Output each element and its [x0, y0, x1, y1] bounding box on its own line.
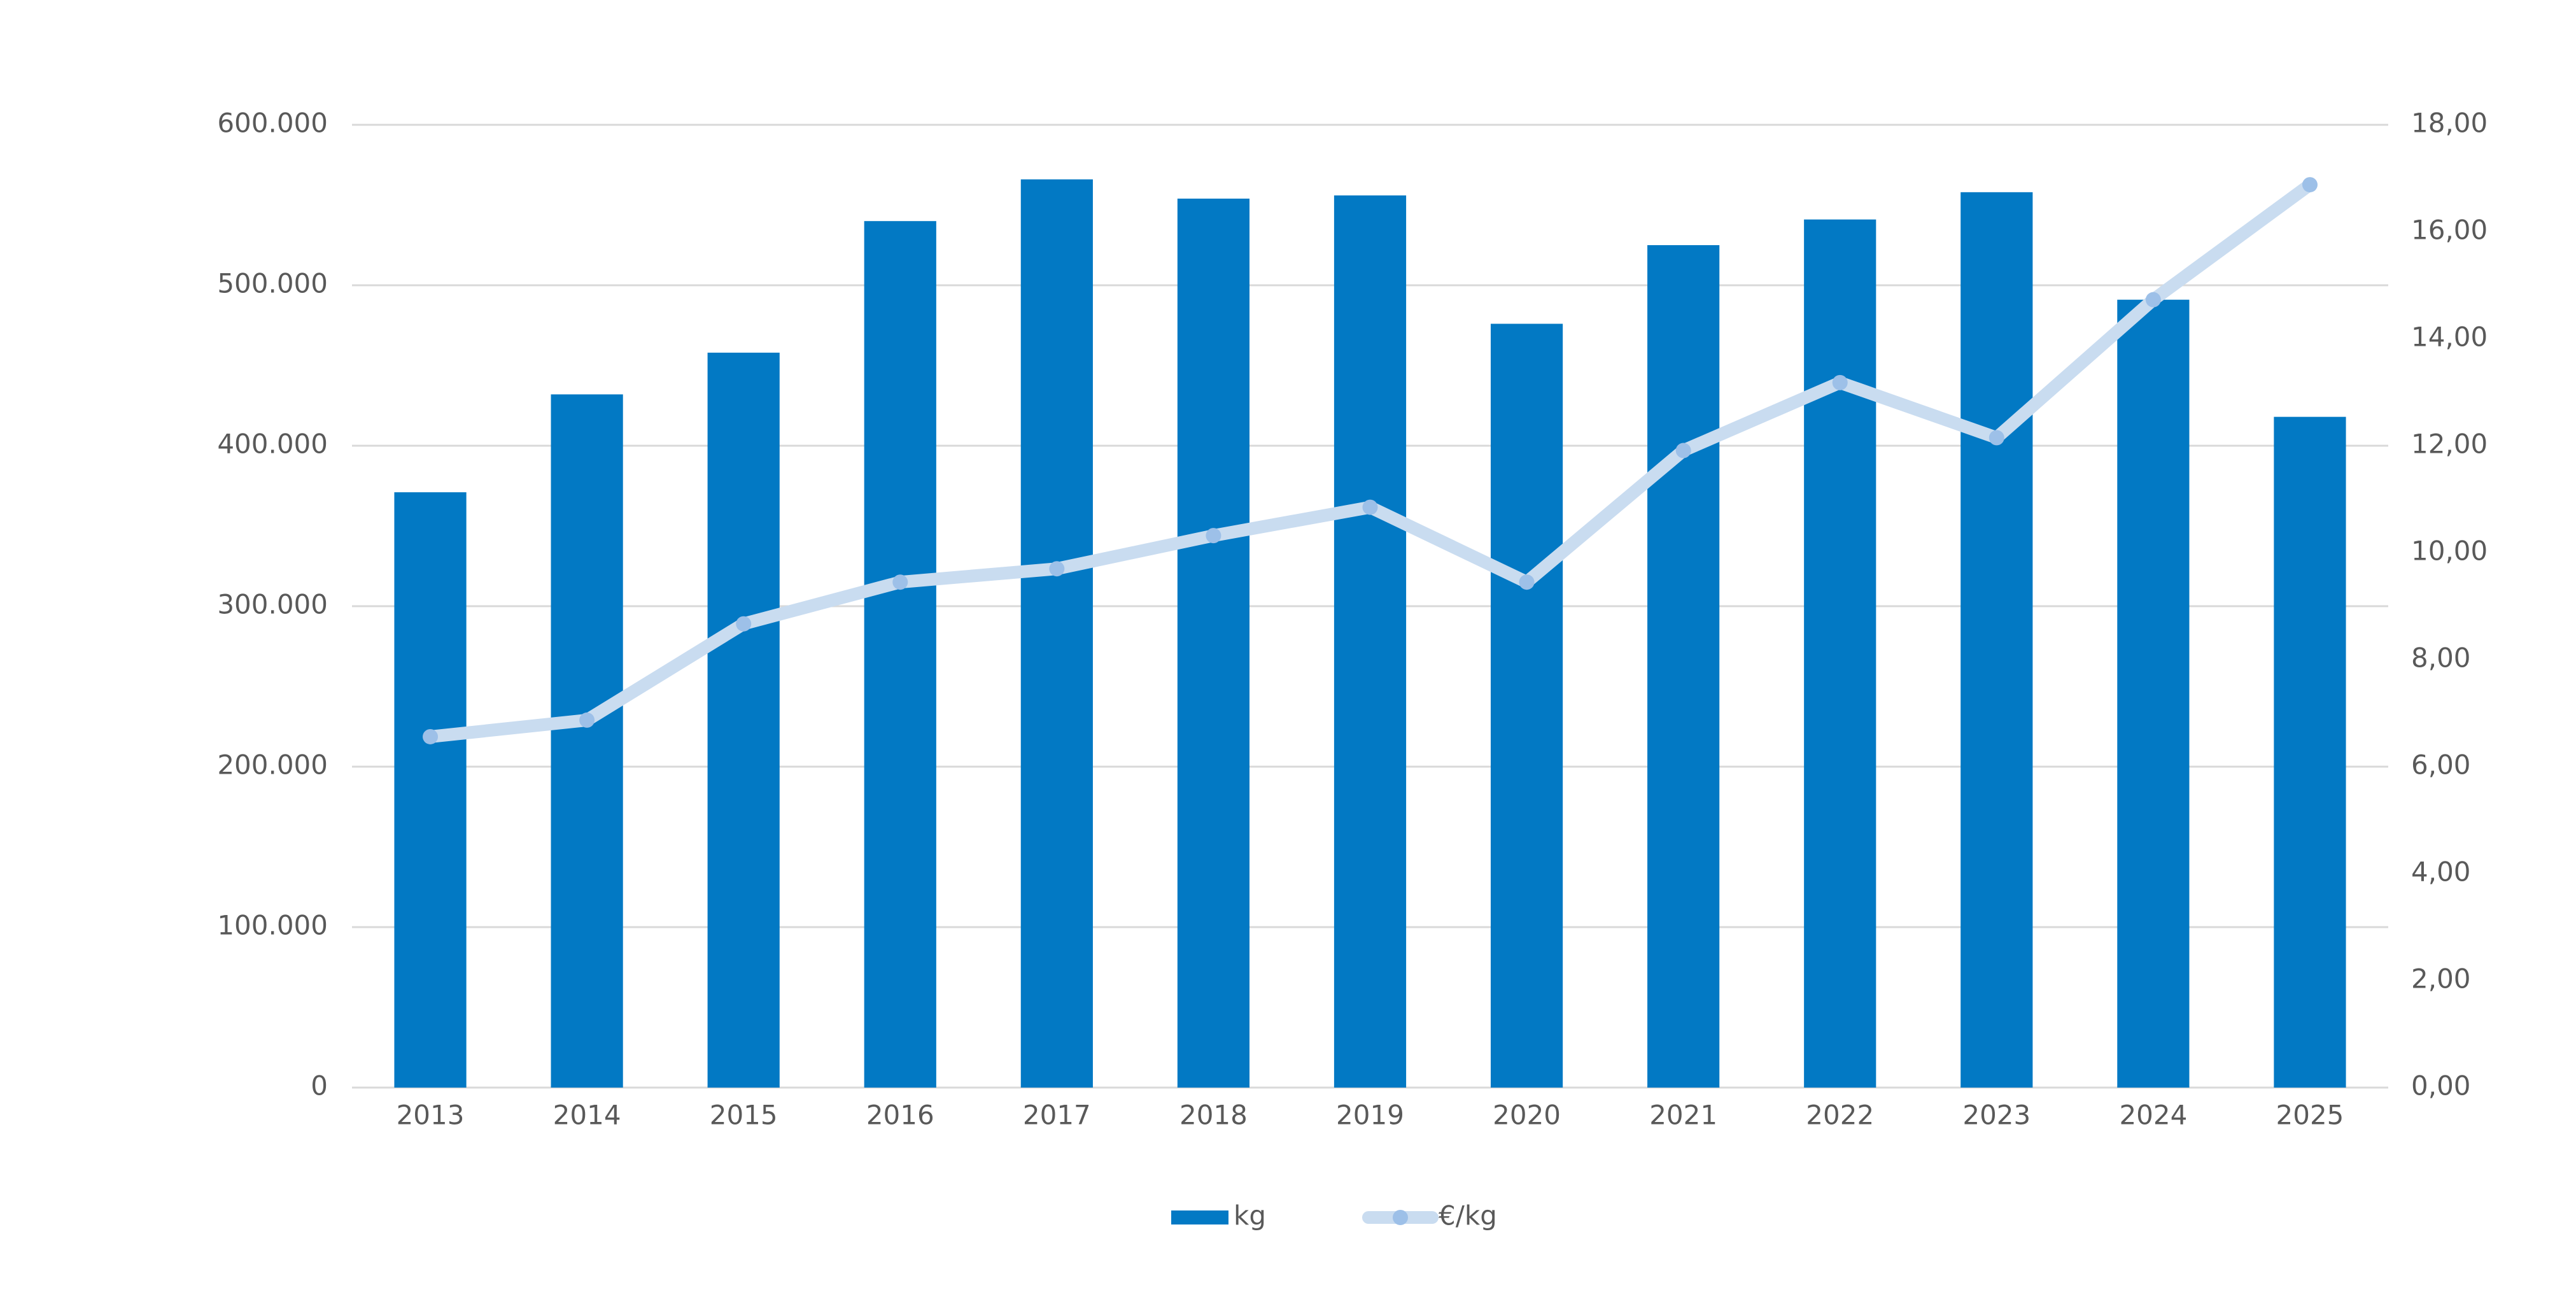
x-tick-label: 2019: [1336, 1100, 1404, 1131]
y2-tick-label: 18,00: [2411, 108, 2488, 139]
line-marker: [1832, 374, 1848, 390]
line-marker: [579, 712, 595, 728]
bar: [1804, 219, 1876, 1088]
line-marker: [2145, 292, 2161, 308]
x-tick-label: 2014: [553, 1100, 621, 1131]
x-tick-label: 2017: [1023, 1100, 1091, 1131]
x-tick-label: 2022: [1806, 1100, 1874, 1131]
bar: [1960, 192, 2033, 1088]
x-tick-label: 2020: [1493, 1100, 1561, 1131]
y2-tick-label: 16,00: [2411, 215, 2488, 246]
y2-tick-label: 12,00: [2411, 429, 2488, 460]
bar: [1020, 179, 1093, 1088]
bar: [864, 221, 936, 1088]
bar: [707, 352, 780, 1088]
y-tick-label: 0: [311, 1070, 328, 1102]
x-tick-label: 2013: [397, 1100, 465, 1131]
line-marker: [1988, 430, 2004, 446]
y2-tick-label: 2,00: [2411, 963, 2471, 995]
bar: [2117, 299, 2190, 1088]
line-marker: [1049, 561, 1065, 577]
legend-swatch: [1171, 1210, 1228, 1224]
legend-label: kg: [1234, 1200, 1266, 1231]
line-marker: [1675, 443, 1691, 458]
bar: [394, 492, 467, 1088]
bar: [1177, 198, 1250, 1088]
x-tick-label: 2025: [2276, 1100, 2344, 1131]
bar: [1490, 323, 1563, 1088]
y2-tick-label: 6,00: [2411, 749, 2471, 781]
y-tick-label: 600.000: [217, 108, 328, 139]
x-tick-label: 2024: [2119, 1100, 2187, 1131]
y-tick-label: 100.000: [217, 910, 328, 941]
line-marker: [2302, 177, 2318, 193]
legend-marker: [1393, 1210, 1408, 1225]
y-tick-label: 200.000: [217, 749, 328, 781]
y2-tick-label: 0,00: [2411, 1070, 2471, 1102]
y-tick-label: 500.000: [217, 268, 328, 299]
x-tick-label: 2021: [1649, 1100, 1717, 1131]
x-tick-label: 2016: [866, 1100, 934, 1131]
x-tick-label: 2015: [710, 1100, 778, 1131]
line-marker: [1519, 574, 1535, 590]
y2-tick-label: 8,00: [2411, 642, 2471, 674]
y2-tick-label: 10,00: [2411, 536, 2488, 567]
line-marker: [423, 728, 439, 744]
bar: [551, 394, 623, 1088]
bar: [1334, 195, 1407, 1088]
y-tick-label: 300.000: [217, 589, 328, 620]
x-tick-label: 2023: [1962, 1100, 2031, 1131]
y2-tick-label: 4,00: [2411, 856, 2471, 888]
bar: [2274, 416, 2346, 1088]
line-marker: [1362, 499, 1378, 515]
y-tick-label: 400.000: [217, 429, 328, 460]
x-tick-label: 2018: [1179, 1100, 1248, 1131]
legend-label: €/kg: [1439, 1200, 1497, 1231]
line-marker: [1206, 528, 1221, 544]
line-marker: [736, 616, 752, 632]
line-marker: [892, 574, 908, 590]
bar: [1647, 245, 1720, 1088]
y2-tick-label: 14,00: [2411, 322, 2488, 353]
